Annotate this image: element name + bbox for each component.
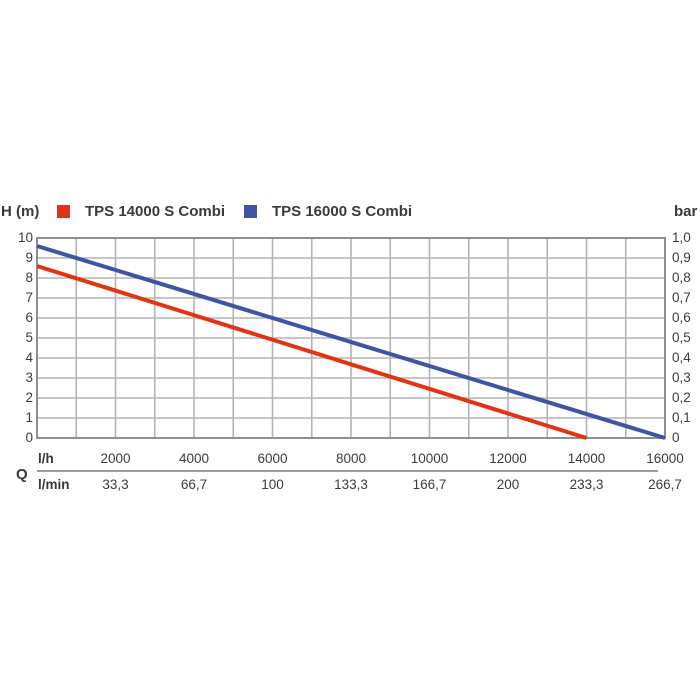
y-right-tick-2: 0,8	[672, 270, 691, 285]
y-right-tick-1: 0,9	[672, 250, 691, 265]
y-right-tick-8: 0,2	[672, 390, 691, 405]
y-right-tick-5: 0,5	[672, 330, 691, 345]
plot-area	[36, 237, 666, 440]
x-lmin-tick-1: 66,7	[180, 477, 208, 492]
x-lmin-tick-5: 200	[496, 477, 520, 492]
left-axis-title: H (m)	[1, 203, 40, 220]
x-lmin-tick-6: 233,3	[569, 477, 604, 492]
axis-row-separator	[37, 470, 658, 472]
q-axis-label: Q	[16, 466, 28, 483]
y-right-tick-0: 1,0	[672, 230, 691, 245]
y-left-tick-8: 8	[25, 270, 33, 285]
y-left-tick-10: 10	[17, 230, 33, 245]
legend-label-tps-14000: TPS 14000 S Combi	[85, 203, 226, 220]
y-left-tick-6: 6	[25, 310, 33, 325]
x-lh-tick-16000: 16000	[646, 451, 684, 466]
x-lmin-tick-2: 100	[261, 477, 284, 492]
y-right-tick-9: 0,1	[672, 410, 691, 425]
y-right-tick-3: 0,7	[672, 290, 691, 305]
legend-swatch-red-icon	[57, 205, 70, 218]
series-line-tps-14000	[36, 264, 588, 440]
y-right-tick-4: 0,6	[672, 310, 691, 325]
x-lh-tick-12000: 12000	[489, 451, 527, 466]
x-lh-tick-6000: 6000	[257, 451, 288, 466]
y-right-tick-7: 0,3	[672, 370, 691, 385]
y-right-tick-10: 0	[672, 430, 680, 445]
series-line-tps-16000	[36, 244, 666, 440]
y-left-tick-2: 2	[25, 390, 33, 405]
legend-swatch-blue-icon	[244, 205, 257, 218]
right-axis-title: bar	[674, 203, 698, 220]
y-left-tick-7: 7	[25, 290, 33, 305]
y-left-tick-0: 0	[25, 430, 33, 445]
x-lmin-tick-7: 266,7	[648, 477, 682, 492]
y-left-tick-1: 1	[25, 410, 33, 425]
y-left-tick-5: 5	[25, 330, 33, 345]
legend-label-tps-16000: TPS 16000 S Combi	[272, 203, 413, 220]
lmin-unit-label: l/min	[38, 477, 70, 492]
x-lh-tick-2000: 2000	[100, 451, 131, 466]
x-lmin-tick-0: 33,3	[102, 477, 129, 492]
x-lh-tick-8000: 8000	[335, 451, 367, 466]
x-lmin-tick-3: 133,3	[334, 477, 368, 492]
y-left-tick-3: 3	[25, 370, 33, 385]
x-lh-tick-14000: 14000	[567, 451, 606, 466]
x-lh-tick-10000: 10000	[410, 451, 449, 466]
x-lh-tick-4000: 4000	[178, 451, 210, 466]
x-lmin-tick-4: 166,7	[412, 477, 447, 492]
y-left-tick-9: 9	[25, 250, 33, 265]
lh-unit-label: l/h	[38, 451, 54, 466]
y-left-tick-4: 4	[25, 350, 33, 365]
y-right-tick-6: 0,4	[672, 350, 691, 365]
